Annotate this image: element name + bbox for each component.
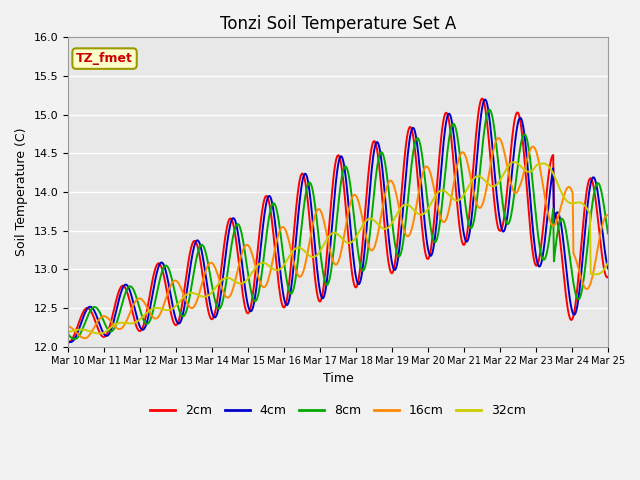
16cm [81,336,88,341]
Line: 2cm: 2cm [68,98,608,343]
32cm [436,188,444,194]
32cm [184,291,191,297]
2cm [478,96,486,101]
2cm [330,175,337,180]
32cm [556,186,564,192]
4cm [481,96,489,102]
4cm [604,265,612,271]
Line: 4cm: 4cm [68,99,608,342]
8cm [71,336,79,342]
16cm [495,135,502,141]
2cm [604,274,612,280]
16cm [330,261,338,266]
32cm [383,226,390,231]
32cm [604,260,612,265]
Line: 16cm: 16cm [68,138,608,338]
16cm [184,300,191,306]
8cm [330,242,338,248]
32cm [207,291,214,297]
4cm [67,339,74,345]
16cm [556,208,564,214]
4cm [383,213,390,219]
8cm [184,305,191,311]
Y-axis label: Soil Temperature (C): Soil Temperature (C) [15,128,28,256]
4cm [556,216,564,221]
16cm [604,212,612,218]
2cm [556,230,563,236]
4cm [207,303,214,309]
Text: TZ_fmet: TZ_fmet [76,52,133,65]
4cm [64,338,72,344]
2cm [206,313,214,319]
8cm [64,331,72,337]
Legend: 2cm, 4cm, 8cm, 16cm, 32cm: 2cm, 4cm, 8cm, 16cm, 32cm [145,399,531,422]
16cm [383,185,390,191]
2cm [64,340,72,346]
2cm [382,238,390,244]
Line: 8cm: 8cm [68,109,608,339]
16cm [207,260,214,266]
8cm [604,230,612,236]
32cm [95,331,102,336]
Title: Tonzi Soil Temperature Set A: Tonzi Soil Temperature Set A [220,15,456,33]
16cm [436,213,444,218]
8cm [556,218,564,224]
Line: 32cm: 32cm [68,162,608,334]
32cm [330,230,338,236]
X-axis label: Time: Time [323,372,353,385]
32cm [64,329,72,335]
16cm [64,324,72,329]
8cm [207,274,214,280]
2cm [182,272,190,277]
4cm [436,180,444,186]
2cm [435,156,443,161]
4cm [330,196,338,202]
8cm [486,107,493,112]
4cm [184,286,191,291]
8cm [383,171,390,177]
32cm [510,159,518,165]
8cm [436,219,444,225]
